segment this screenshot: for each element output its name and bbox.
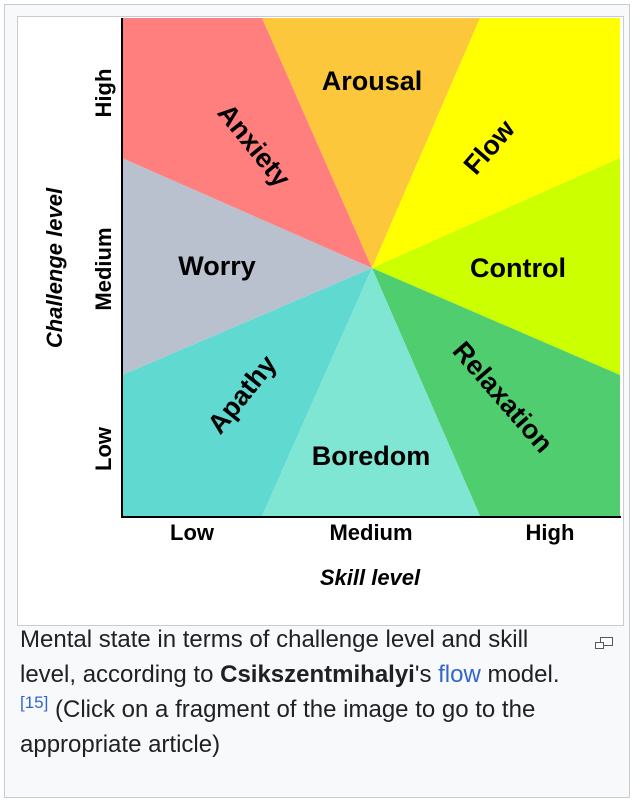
region-worry[interactable] (122, 158, 372, 375)
region-flow[interactable] (372, 18, 620, 268)
figure-thumbnail: Arousal Flow Control Relaxation Boredom … (4, 4, 630, 798)
x-axis-title: Skill level (320, 565, 421, 590)
reference-link[interactable]: [15] (20, 693, 49, 712)
region-label-worry: Worry (178, 251, 256, 281)
x-tick-high: High (526, 520, 575, 545)
figure-caption: Mental state in terms of challenge level… (20, 622, 580, 762)
x-tick-low: Low (170, 520, 215, 545)
flow-diagram: Arousal Flow Control Relaxation Boredom … (42, 18, 621, 590)
region-arousal[interactable] (262, 18, 480, 268)
x-tick-medium: Medium (329, 520, 412, 545)
region-label-control: Control (470, 253, 566, 283)
caption-text-after: (Click on a fragment of the image to go … (20, 696, 536, 758)
figure-image-frame: Arousal Flow Control Relaxation Boredom … (17, 16, 624, 626)
y-tick-medium: Medium (91, 227, 116, 310)
region-label-boredom: Boredom (312, 441, 431, 471)
region-relaxation[interactable] (372, 268, 620, 516)
region-boredom[interactable] (262, 268, 480, 516)
y-tick-low: Low (91, 426, 116, 471)
region-label-arousal: Arousal (322, 66, 423, 96)
caption-author: Csikszentmihalyi (220, 661, 415, 688)
region-control[interactable] (372, 158, 620, 375)
flow-link[interactable]: flow (438, 661, 481, 688)
caption-text-possessive: 's (414, 661, 439, 688)
caption-text-model: model. (480, 661, 560, 688)
y-axis-title: Challenge level (42, 187, 67, 348)
y-tick-high: High (91, 69, 116, 118)
region-apathy[interactable] (122, 268, 372, 516)
caption-text-before: Mental state in terms of challenge level… (20, 626, 529, 688)
region-anxiety[interactable] (122, 18, 372, 268)
magnify-clip-icon[interactable] (595, 637, 613, 651)
